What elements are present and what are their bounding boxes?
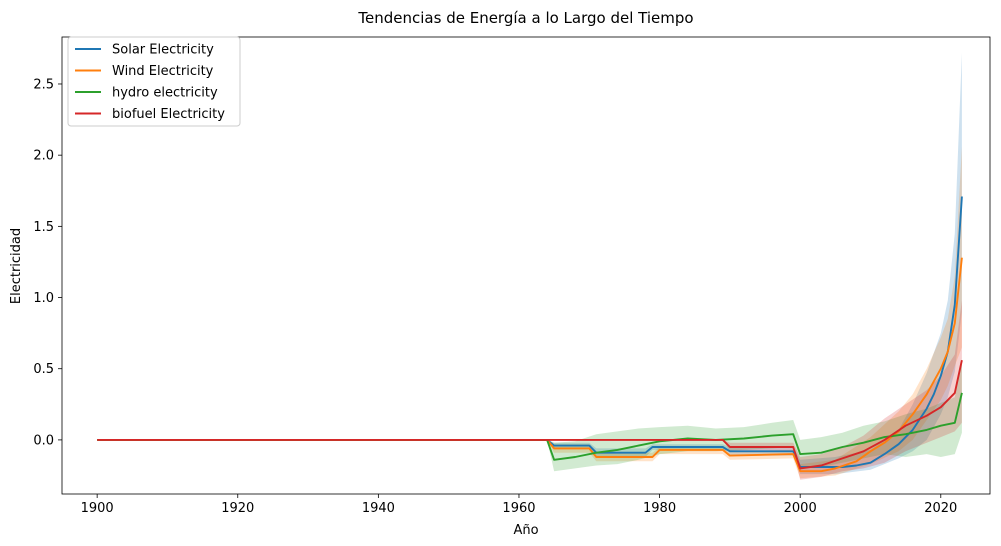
legend-label-3: biofuel Electricity (112, 107, 225, 122)
series-line-0 (97, 196, 963, 468)
y-axis-ticks: 0.0 0.5 1.0 1.5 2.0 2.5 (33, 77, 62, 448)
legend-box (67, 36, 241, 127)
y-axis-label: Electricidad (9, 228, 24, 304)
y-tick-label: 2.0 (33, 149, 54, 164)
y-tick-label: 1.5 (33, 220, 54, 235)
y-tick-label: 1.0 (33, 291, 54, 306)
plot-frame (61, 36, 991, 495)
legend-label-1: Wind Electricity (112, 64, 214, 79)
legend-label-2: hydro electricity (112, 86, 218, 101)
y-tick-label: 0.5 (33, 362, 54, 377)
chart-title: Tendencias de Energía a lo Largo del Tie… (357, 9, 693, 27)
x-tick-label: 1900 (81, 501, 114, 516)
x-tick-label: 1920 (221, 501, 254, 516)
x-tick-label: 1980 (643, 501, 676, 516)
x-tick-label: 1940 (362, 501, 395, 516)
x-tick-label: 2000 (784, 501, 817, 516)
y-tick-label: 2.5 (33, 77, 54, 92)
series-line-2 (97, 392, 963, 461)
x-axis-label: Año (513, 523, 538, 538)
x-axis-ticks: 1900 1920 1940 1960 1980 2000 2020 (81, 494, 957, 516)
series-line-3 (97, 359, 963, 470)
x-tick-label: 1960 (502, 501, 535, 516)
legend-label-0: Solar Electricity (112, 43, 214, 58)
legend: Solar Electricity Wind Electricity hydro e… (67, 36, 241, 127)
confidence-bands (547, 52, 962, 480)
series-lines (97, 196, 963, 473)
y-tick-label: 0.0 (33, 433, 54, 448)
x-tick-label: 2020 (924, 501, 957, 516)
